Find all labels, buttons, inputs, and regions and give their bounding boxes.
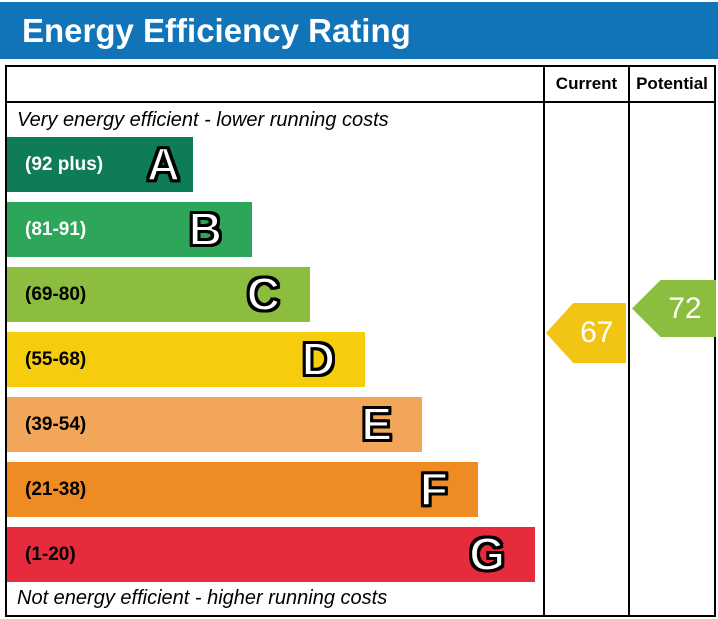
potential-column-label: Potential bbox=[636, 74, 708, 93]
band-range-label: (81-91) bbox=[25, 219, 87, 240]
band-letter: D bbox=[301, 332, 336, 386]
top-note: Very energy efficient - lower running co… bbox=[17, 109, 389, 131]
band-row-e: (39-54) E bbox=[7, 397, 535, 452]
band-bar: (39-54) E bbox=[7, 397, 422, 452]
page-title-text: Energy Efficiency Rating bbox=[22, 11, 411, 49]
band-range-label: (55-68) bbox=[25, 349, 87, 370]
band-bar: (1-20) G bbox=[7, 527, 535, 582]
header-cell-potential: Potential bbox=[628, 67, 714, 103]
band-row-g: (1-20) G bbox=[7, 527, 535, 582]
header-cell-main bbox=[7, 67, 543, 103]
potential-rating-value: 72 bbox=[668, 291, 702, 325]
band-row-c: (69-80) C bbox=[7, 267, 535, 322]
header-cell-current: Current bbox=[543, 67, 628, 103]
potential-column: 72 bbox=[628, 103, 716, 615]
band-letter: F bbox=[419, 462, 449, 516]
band-bar: (55-68) D bbox=[7, 332, 365, 387]
band-bar: (92 plus) A bbox=[7, 137, 193, 192]
page-title: Energy Efficiency Rating bbox=[0, 2, 718, 59]
band-row-b: (81-91) B bbox=[7, 202, 535, 257]
bands-column: Very energy efficient - lower running co… bbox=[7, 103, 543, 615]
potential-rating-arrow: 72 bbox=[632, 280, 716, 337]
band-row-a: (92 plus) A bbox=[7, 137, 535, 192]
epc-table: Current Potential Very energy efficient … bbox=[5, 65, 716, 617]
band-row-f: (21-38) F bbox=[7, 462, 535, 517]
band-bar: (69-80) C bbox=[7, 267, 310, 322]
band-range-label: (69-80) bbox=[25, 284, 87, 305]
current-column: 67 bbox=[543, 103, 628, 615]
bottom-note: Not energy efficient - higher running co… bbox=[17, 587, 388, 609]
current-rating-value: 67 bbox=[580, 316, 614, 349]
band-letter: B bbox=[188, 202, 223, 256]
band-letter: A bbox=[146, 137, 181, 191]
current-rating-arrow: 67 bbox=[546, 303, 626, 363]
band-range-label: (1-20) bbox=[25, 544, 76, 565]
band-bar: (21-38) F bbox=[7, 462, 478, 517]
band-bar: (81-91) B bbox=[7, 202, 252, 257]
band-letter: G bbox=[468, 527, 506, 581]
band-letter: C bbox=[246, 267, 281, 321]
band-letter: E bbox=[360, 397, 393, 451]
bands: (92 plus) A (81-91) B (69-80) C (55-68) … bbox=[7, 137, 535, 592]
band-range-label: (92 plus) bbox=[25, 154, 104, 175]
band-range-label: (21-38) bbox=[25, 479, 87, 500]
current-column-label: Current bbox=[555, 74, 618, 93]
band-row-d: (55-68) D bbox=[7, 332, 535, 387]
band-range-label: (39-54) bbox=[25, 414, 87, 435]
